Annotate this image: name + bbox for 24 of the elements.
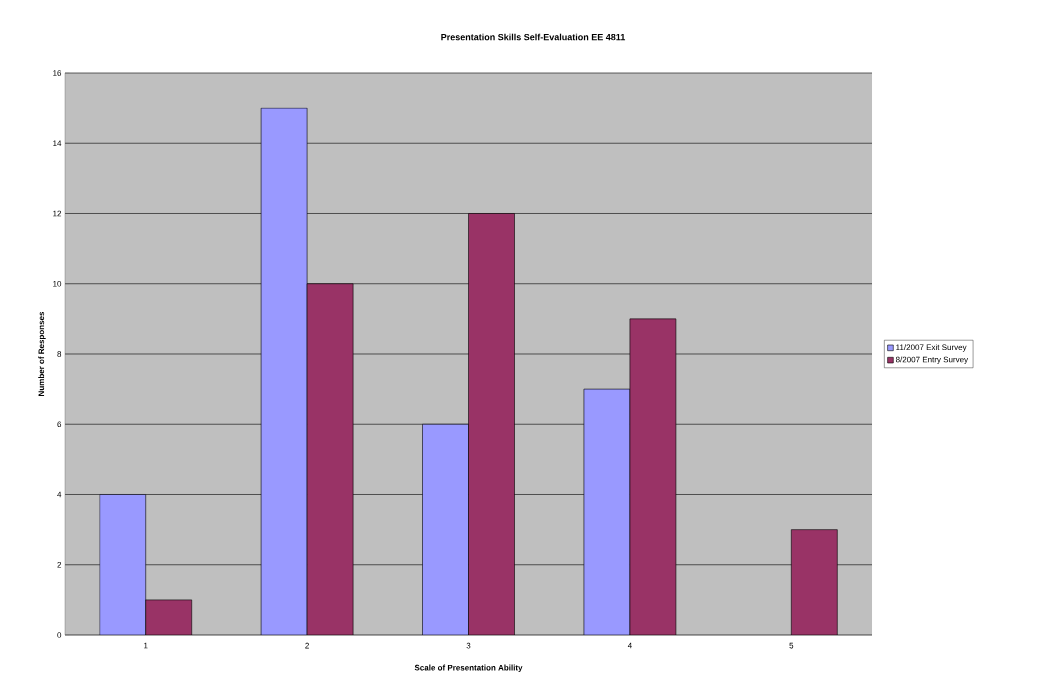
x-axis-title: Scale of Presentation Ability [414,664,523,673]
bar [468,213,515,635]
y-tick-label: 16 [53,70,62,76]
bar [145,599,192,635]
x-tick-label: 4 [627,642,632,649]
y-tick-label: 2 [57,561,62,568]
y-tick-label: 14 [53,140,62,146]
bar [306,283,354,635]
y-tick-label: 6 [57,421,62,428]
bar [791,529,838,635]
x-tick-label: 5 [789,642,794,649]
x-tick-label: 2 [305,642,309,649]
x-tick-label: 1 [144,642,148,649]
bar [629,318,677,635]
chart-title: Presentation Skills Self-Evaluation EE 4811 [441,33,626,41]
y-tick-label: 0 [57,632,62,638]
y-tick-label: 12 [53,210,62,217]
legend-label: 11/2007 Exit Survey [896,344,967,352]
y-tick-label: 10 [53,280,62,287]
x-tick-label: 3 [466,642,471,649]
y-axis-title: Number of Responses [38,311,46,396]
legend-label: 8/2007 Entry Survey [895,356,969,364]
y-tick-label: 8 [57,351,62,357]
y-tick-label: 4 [57,491,62,498]
